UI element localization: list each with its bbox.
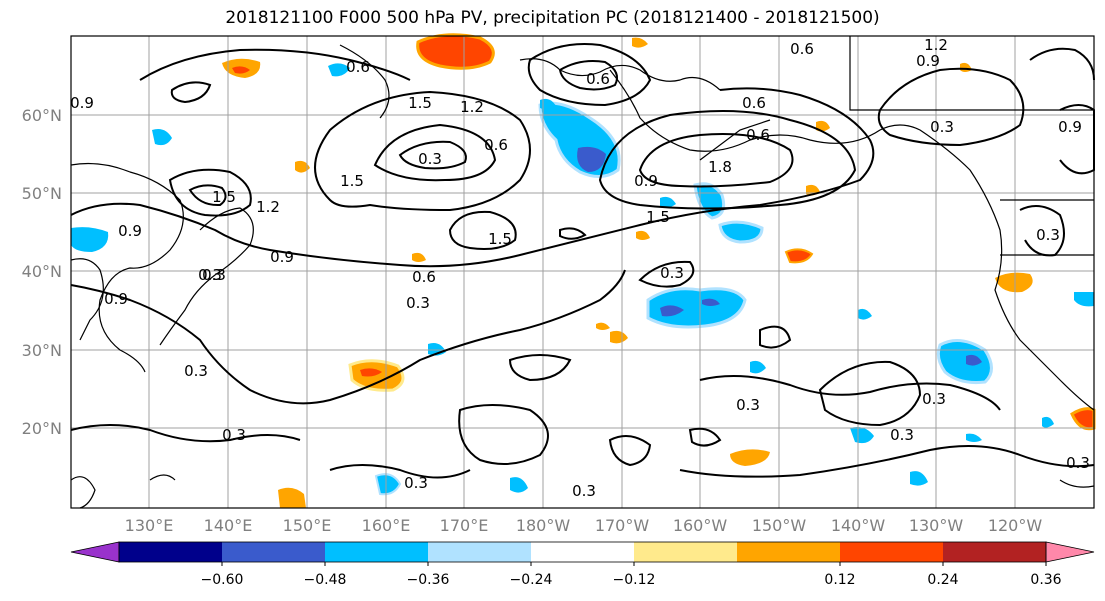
lat-label: 60°N: [22, 106, 62, 125]
pv-label: 1.5: [646, 208, 670, 226]
colorbar-segment: [943, 542, 1046, 562]
lon-label: 180°W: [516, 516, 571, 535]
pv-label: 0.6: [746, 126, 770, 144]
colorbar-tick-label: −0.36: [407, 572, 450, 588]
pv-label: 0.3: [222, 426, 246, 444]
colorbar-tick-label: 0.12: [824, 572, 855, 588]
precip-negative-blobs: [71, 63, 1094, 496]
pv-label: 0.9: [916, 52, 940, 70]
pv-label: 0.3: [1036, 226, 1060, 244]
pv-label: 0.9: [270, 248, 294, 266]
lon-label: 160°W: [673, 516, 728, 535]
colorbar-frame: [118, 541, 1047, 563]
colorbar-segment: [428, 542, 531, 562]
map-title: 2018121100 F000 500 hPa PV, precipitatio…: [225, 8, 880, 28]
pv-label: 0.9: [118, 222, 142, 240]
colorbar-tick-labels: −0.60−0.48−0.36−0.24−0.120.120.240.360.4…: [201, 562, 1062, 588]
pv-label: 0.9: [104, 290, 128, 308]
lat-label: 50°N: [22, 184, 62, 203]
pv-label: 0.3: [418, 150, 442, 168]
colorbar-segment: [222, 542, 325, 562]
lon-labels: 130°E 140°E 150°E 160°E 170°E 180°W 170°…: [125, 516, 1043, 535]
lat-label: 30°N: [22, 341, 62, 360]
pv-label: 0.3: [404, 474, 428, 492]
lat-labels: 60°N 50°N 40°N 30°N 20°N: [22, 106, 62, 438]
pv-label: 0.6: [346, 58, 370, 76]
pv-label: 0.9: [1058, 118, 1082, 136]
pv-label: 0.6: [484, 136, 508, 154]
colorbar-extend-low: [70, 541, 120, 563]
map-frame: [70, 35, 1095, 509]
pv-label: 0.3: [406, 294, 430, 312]
pv-label: 1.5: [212, 188, 236, 206]
pv-contours: [70, 43, 1095, 479]
colorbar-segment: [840, 542, 943, 562]
colorbar-segment: [531, 542, 634, 562]
colorbar-tick-label: −0.48: [304, 572, 347, 588]
lat-label: 40°N: [22, 262, 62, 281]
pv-label: 0.9: [70, 94, 94, 112]
lon-label: 130°W: [909, 516, 964, 535]
lon-label: 130°E: [125, 516, 174, 535]
pv-label: 0.3: [660, 264, 684, 282]
colorbar-segment: [325, 542, 428, 562]
graticule: [71, 36, 1094, 508]
coastlines: [70, 36, 1095, 509]
lon-label: 170°W: [595, 516, 650, 535]
pv-label: 1.2: [460, 98, 484, 116]
pv-label: 0.3: [930, 118, 954, 136]
pv-label: 0.3: [1066, 454, 1090, 472]
pv-contour-labels: 0.6 0.6 1.2 0.9 0.3 0.9 0.6 0.9 1.5 1.2 …: [70, 36, 1090, 500]
pv-label: 0.3: [198, 266, 222, 284]
lon-label: 160°E: [362, 516, 411, 535]
colorbar-tick-label: −0.12: [613, 572, 656, 588]
pv-label: 1.5: [488, 230, 512, 248]
pv-label: 0.6: [586, 70, 610, 88]
lon-label: 150°W: [752, 516, 807, 535]
pv-label: 1.2: [256, 198, 280, 216]
colorbar-segment: [634, 542, 737, 562]
pv-label: 0.3: [202, 266, 226, 284]
lon-label: 150°E: [283, 516, 332, 535]
pv-label: 0.6: [790, 40, 814, 58]
colorbar: [70, 541, 1095, 563]
pv-label: 0.3: [572, 482, 596, 500]
pv-label: 0.3: [736, 396, 760, 414]
pv-label: 0.9: [634, 172, 658, 190]
precip-positive-blobs: [222, 33, 1096, 508]
colorbar-extend-high: [1045, 541, 1095, 563]
lon-label: 120°W: [988, 516, 1043, 535]
pv-label: 1.5: [408, 94, 432, 112]
lon-label: 170°E: [440, 516, 489, 535]
pv-label: 0.3: [184, 362, 208, 380]
colorbar-tick-label: 0.36: [1030, 572, 1061, 588]
pv-label: 1.8: [708, 158, 732, 176]
pv-label: 1.2: [924, 36, 948, 54]
colorbar-tick-label: −0.60: [201, 572, 244, 588]
lon-label: 140°W: [831, 516, 886, 535]
pv-label: 0.3: [922, 390, 946, 408]
colorbar-segment: [119, 542, 222, 562]
pv-label: 0.6: [742, 94, 766, 112]
colorbar-tick-label: −0.24: [510, 572, 553, 588]
colorbar-segment: [737, 542, 840, 562]
lat-label: 20°N: [22, 419, 62, 438]
pv-label: 0.6: [412, 268, 436, 286]
pv-label: 1.5: [340, 172, 364, 190]
colorbar-tick-label: 0.24: [927, 572, 958, 588]
lon-label: 140°E: [204, 516, 253, 535]
pv-label: 0.3: [890, 426, 914, 444]
